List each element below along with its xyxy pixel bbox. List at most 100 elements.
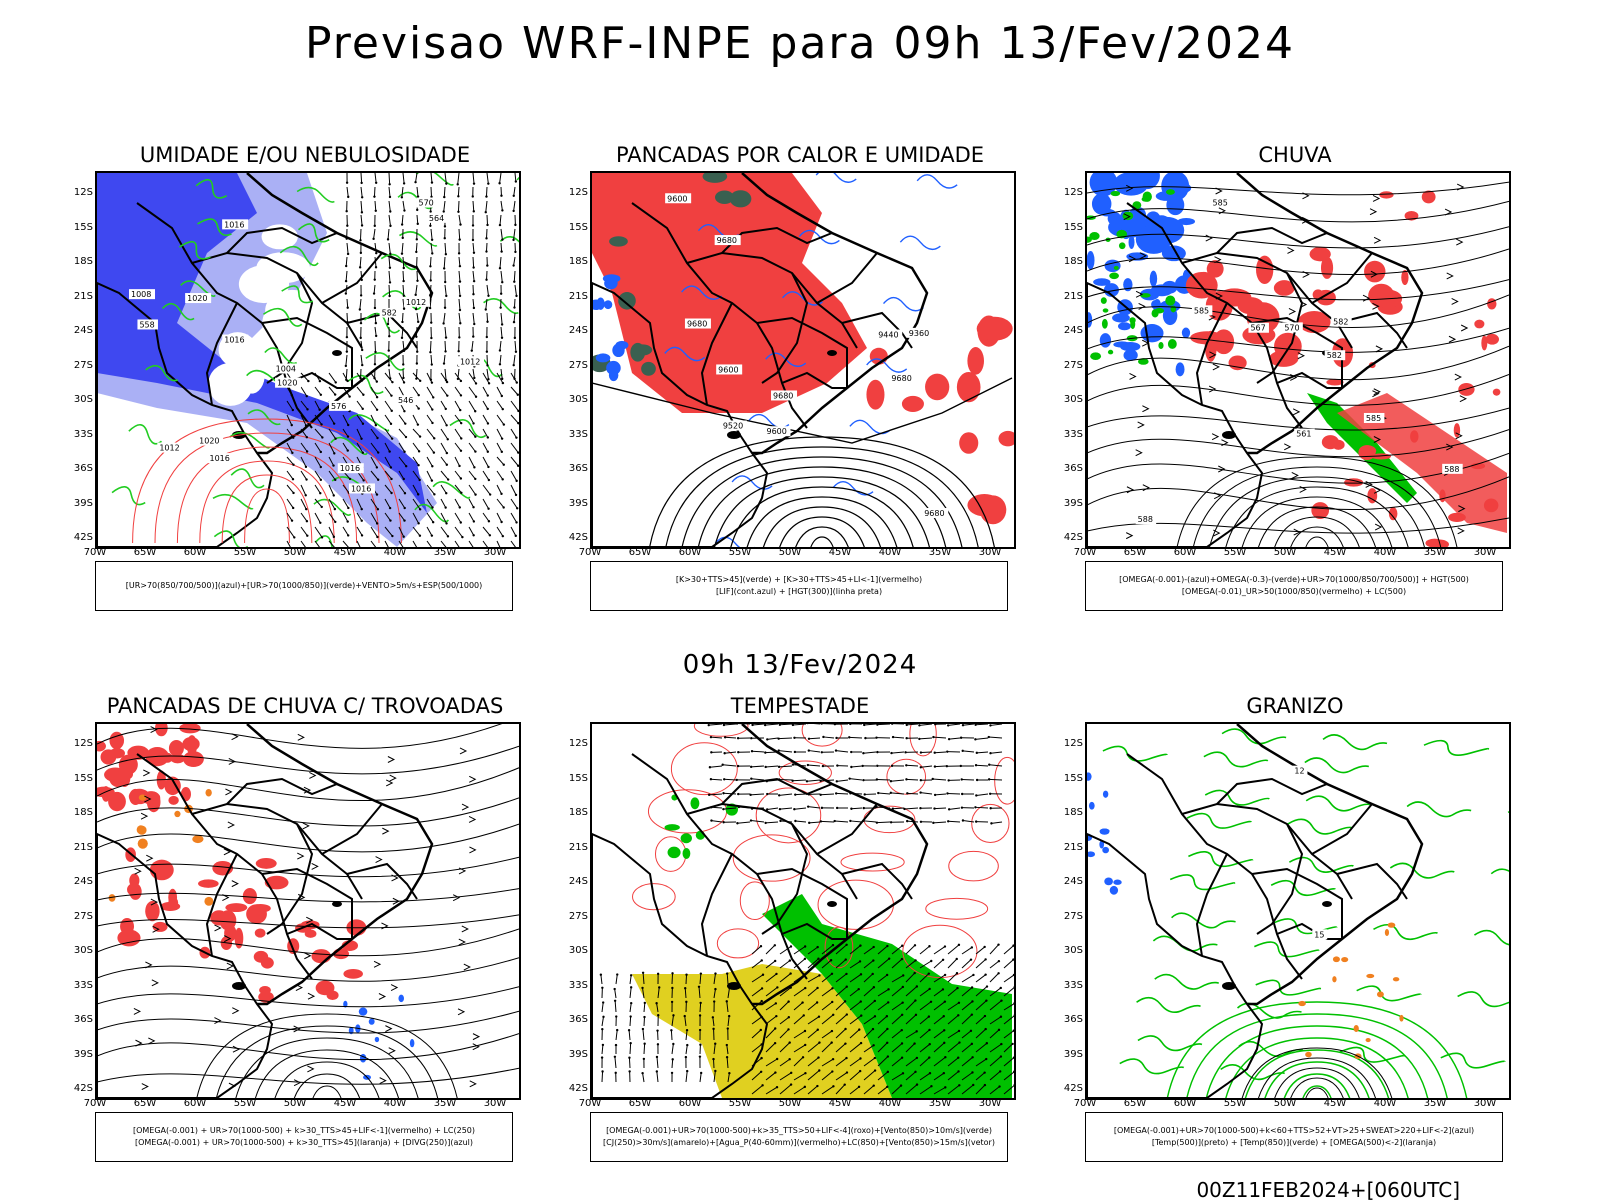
svg-text:1016: 1016	[224, 220, 244, 229]
lat-tick-label: 33S	[560, 980, 588, 991]
svg-text:9360: 9360	[909, 329, 929, 338]
lon-tick-label: 30W	[975, 547, 1005, 558]
svg-text:9440: 9440	[878, 331, 898, 340]
lat-tick-label: 39S	[65, 1049, 93, 1060]
svg-text:570: 570	[419, 199, 434, 208]
lat-tick-label: 12S	[65, 738, 93, 749]
lat-tick-label: 27S	[560, 360, 588, 371]
lat-tick-label: 21S	[1055, 842, 1083, 853]
lat-tick-label: 24S	[65, 876, 93, 887]
lon-tick-label: 40W	[1370, 547, 1400, 558]
legend-line-1: [OMEGA(-0.001)+UR>70(1000-500)+k<60+TTS>…	[1114, 1125, 1474, 1137]
legend-line-1: [OMEGA(-0.001)+UR>70(1000-500)+k>35_TTS>…	[606, 1125, 992, 1137]
svg-text:1012: 1012	[159, 444, 179, 453]
lon-tick-label: 70W	[80, 547, 110, 558]
lat-tick-label: 21S	[65, 842, 93, 853]
legend-box: [OMEGA(-0.001)+UR>70(1000-500)+k<60+TTS>…	[1085, 1112, 1503, 1162]
lat-tick-label: 21S	[65, 291, 93, 302]
lat-tick-label: 18S	[1055, 807, 1083, 818]
lon-tick-label: 55W	[230, 547, 260, 558]
lon-tick-label: 65W	[130, 1098, 160, 1109]
lat-tick-label: 42S	[560, 532, 588, 543]
lon-tick-label: 30W	[480, 1098, 510, 1109]
lat-tick-label: 18S	[1055, 256, 1083, 267]
lon-tick-label: 65W	[625, 547, 655, 558]
lon-tick-label: 35W	[925, 1098, 955, 1109]
svg-text:1020: 1020	[277, 379, 297, 388]
map-area	[590, 722, 1016, 1100]
map-svg: 9680968096009680968096809600960095209440…	[592, 173, 1014, 547]
svg-text:9600: 9600	[718, 365, 738, 374]
svg-text:585: 585	[1213, 198, 1228, 207]
svg-text:1016: 1016	[209, 454, 229, 463]
svg-text:9680: 9680	[717, 236, 737, 245]
lat-tick-label: 18S	[65, 256, 93, 267]
lon-tick-label: 45W	[330, 547, 360, 558]
lat-tick-label: 39S	[1055, 1049, 1083, 1060]
legend-line-2: [OMEGA(-0.01)_UR>50(1000/850)(vermelho) …	[1182, 586, 1406, 598]
lat-tick-label: 33S	[65, 980, 93, 991]
lon-tick-label: 35W	[430, 547, 460, 558]
lat-tick-label: 18S	[560, 256, 588, 267]
lat-tick-label: 39S	[1055, 498, 1083, 509]
lon-tick-label: 45W	[825, 1098, 855, 1109]
lat-tick-label: 33S	[65, 429, 93, 440]
panel-title: GRANIZO	[1055, 694, 1535, 718]
run-info-label: 00Z11FEB2024+[060UTC]	[1196, 1178, 1460, 1202]
mid-date-label: 09h 13/Fev/2024	[0, 650, 1600, 680]
svg-text:9600: 9600	[667, 194, 687, 203]
svg-text:12: 12	[1294, 767, 1304, 776]
lat-tick-label: 30S	[65, 394, 93, 405]
lon-tick-label: 45W	[1320, 547, 1350, 558]
lon-tick-label: 65W	[625, 1098, 655, 1109]
lon-tick-label: 70W	[80, 1098, 110, 1109]
lon-tick-label: 30W	[480, 547, 510, 558]
lat-tick-label: 12S	[65, 187, 93, 198]
svg-text:561: 561	[1296, 430, 1311, 439]
map-area	[95, 722, 521, 1100]
map-svg	[592, 724, 1014, 1098]
lat-tick-label: 30S	[1055, 394, 1083, 405]
lon-tick-label: 55W	[725, 547, 755, 558]
lat-tick-label: 12S	[560, 738, 588, 749]
svg-text:564: 564	[429, 214, 444, 223]
legend-box: [OMEGA(-0.001)-(azul)+OMEGA(-0.3)-(verde…	[1085, 561, 1503, 611]
legend-line-2: [CJ(250)>30m/s](amarelo)+[Agua_P(40-60mm…	[603, 1137, 995, 1149]
lat-tick-label: 42S	[65, 1083, 93, 1094]
lat-tick-label: 39S	[65, 498, 93, 509]
svg-text:1012: 1012	[460, 357, 480, 366]
panel-title: PANCADAS DE CHUVA C/ TROVOADAS	[65, 694, 545, 718]
legend-line-2: [OMEGA(-0.001) + UR>70(1000-500) + k>30_…	[135, 1137, 473, 1149]
lat-tick-label: 36S	[65, 1014, 93, 1025]
lon-tick-label: 35W	[925, 547, 955, 558]
lon-tick-label: 40W	[380, 547, 410, 558]
lon-tick-label: 55W	[1220, 1098, 1250, 1109]
legend-box: [OMEGA(-0.001) + UR>70(1000-500) + k>30_…	[95, 1112, 513, 1162]
lat-tick-label: 18S	[65, 807, 93, 818]
svg-text:1020: 1020	[199, 437, 219, 446]
lon-tick-label: 70W	[575, 547, 605, 558]
svg-text:582: 582	[382, 309, 397, 318]
main-title: Previsao WRF-INPE para 09h 13/Fev/2024	[0, 18, 1600, 69]
panel-title: TEMPESTADE	[560, 694, 1040, 718]
svg-text:9680: 9680	[924, 509, 944, 518]
lon-tick-label: 65W	[1120, 1098, 1150, 1109]
legend-line-1: [OMEGA(-0.001)-(azul)+OMEGA(-0.3)-(verde…	[1119, 574, 1469, 586]
lon-tick-label: 55W	[1220, 547, 1250, 558]
svg-text:1004: 1004	[276, 365, 296, 374]
svg-text:585: 585	[1194, 306, 1209, 315]
lat-tick-label: 15S	[560, 222, 588, 233]
lon-tick-label: 45W	[825, 547, 855, 558]
lat-tick-label: 27S	[560, 911, 588, 922]
legend-line-2: [LIF](cont.azul) + [HGT(300)](linha pret…	[716, 586, 882, 598]
svg-text:582: 582	[1333, 318, 1348, 327]
lat-tick-label: 27S	[1055, 360, 1083, 371]
lat-tick-label: 15S	[65, 773, 93, 784]
